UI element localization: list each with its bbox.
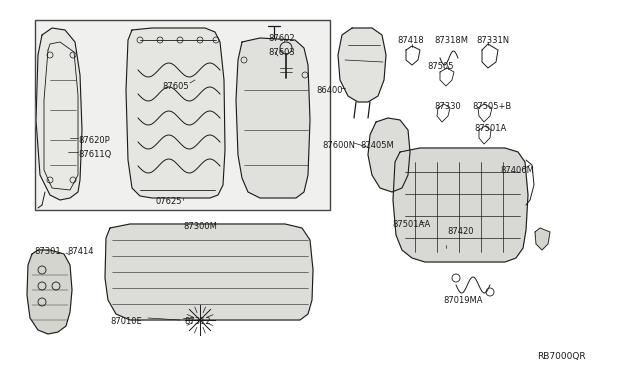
Text: 87019MA: 87019MA bbox=[443, 296, 483, 305]
Text: 87501A: 87501A bbox=[474, 124, 506, 133]
Text: 87405M: 87405M bbox=[360, 141, 394, 150]
Text: 87331N: 87331N bbox=[476, 36, 509, 45]
Bar bbox=[35, 20, 330, 210]
Polygon shape bbox=[535, 228, 550, 250]
Text: 07625: 07625 bbox=[155, 197, 182, 206]
Text: 87414: 87414 bbox=[67, 247, 93, 256]
Text: 87406M: 87406M bbox=[500, 166, 534, 175]
Text: 87318M: 87318M bbox=[434, 36, 468, 45]
Polygon shape bbox=[105, 224, 313, 320]
Text: 87602: 87602 bbox=[268, 34, 294, 43]
Polygon shape bbox=[338, 28, 386, 102]
Text: 87605: 87605 bbox=[162, 82, 189, 91]
Text: 87420: 87420 bbox=[447, 227, 474, 236]
Text: 87418: 87418 bbox=[397, 36, 424, 45]
Polygon shape bbox=[236, 38, 310, 198]
Text: RB7000QR: RB7000QR bbox=[537, 352, 586, 361]
Polygon shape bbox=[393, 148, 528, 262]
Text: 87301: 87301 bbox=[34, 247, 61, 256]
Polygon shape bbox=[126, 28, 225, 198]
Text: 87620P: 87620P bbox=[78, 136, 109, 145]
Polygon shape bbox=[27, 250, 72, 334]
Polygon shape bbox=[368, 118, 410, 192]
Text: 87501AA: 87501AA bbox=[392, 220, 430, 229]
Text: 87330: 87330 bbox=[434, 102, 461, 111]
Text: 86400: 86400 bbox=[316, 86, 342, 95]
Text: 87600N: 87600N bbox=[322, 141, 355, 150]
Text: 87010E: 87010E bbox=[110, 317, 141, 326]
Text: 87611Q: 87611Q bbox=[78, 150, 111, 159]
Text: 87505+B: 87505+B bbox=[472, 102, 511, 111]
Text: 87505: 87505 bbox=[427, 62, 454, 71]
Text: 87300M: 87300M bbox=[183, 222, 217, 231]
Text: 87312: 87312 bbox=[184, 317, 211, 326]
Polygon shape bbox=[36, 28, 82, 200]
Text: 87603: 87603 bbox=[268, 48, 295, 57]
